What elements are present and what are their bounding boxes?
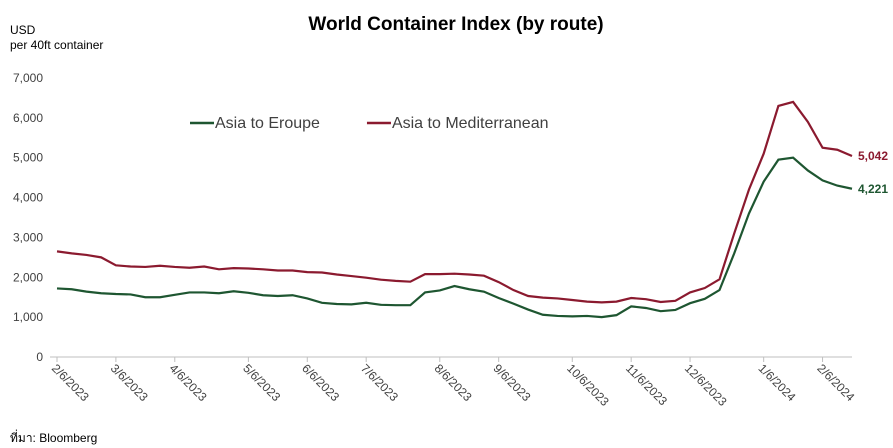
chart-title: World Container Index (by route) (308, 14, 603, 35)
source: ที่มา: Bloomberg (10, 429, 97, 445)
y-tick-label: 0 (36, 350, 43, 364)
x-tick-label: 2/6/2023 (49, 361, 92, 404)
legend-label: Asia to Mediterranean (392, 115, 549, 132)
y-tick-label: 7,000 (13, 71, 43, 85)
y-tick-label: 2,000 (13, 270, 43, 284)
y-tick-label: 6,000 (13, 111, 43, 125)
x-tick-label: 7/6/2023 (358, 361, 401, 404)
legend-label: Asia to Eroupe (215, 115, 320, 132)
y-label: USD (10, 23, 36, 37)
x-tick-label: 8/6/2023 (432, 361, 475, 404)
line-series (56, 156, 853, 319)
y-tick-label: 4,000 (13, 191, 43, 205)
y-tick-label: 3,000 (13, 230, 43, 244)
x-tick-label: 4/6/2023 (167, 361, 210, 404)
data-label: 4,221 (858, 182, 888, 196)
x-tick-label: 5/6/2023 (240, 361, 283, 404)
x-tick-label: 11/6/2023 (623, 361, 670, 408)
x-tick-label: 6/6/2023 (299, 361, 342, 404)
y-tick-label: 1,000 (13, 310, 43, 324)
x-tick-label: 1/6/2024 (756, 361, 799, 404)
x-tick-label: 10/6/2023 (564, 361, 612, 409)
x-tick-label: 12/6/2023 (682, 361, 730, 409)
data-label: 5,042 (858, 149, 888, 163)
y-sublabel: per 40ft container (10, 38, 103, 52)
y-tick-label: 5,000 (13, 151, 43, 165)
x-tick-label: 3/6/2023 (108, 361, 151, 404)
x-tick-label: 9/6/2023 (491, 361, 534, 404)
x-tick-label: 2/6/2024 (814, 361, 857, 404)
line-series (56, 100, 853, 304)
